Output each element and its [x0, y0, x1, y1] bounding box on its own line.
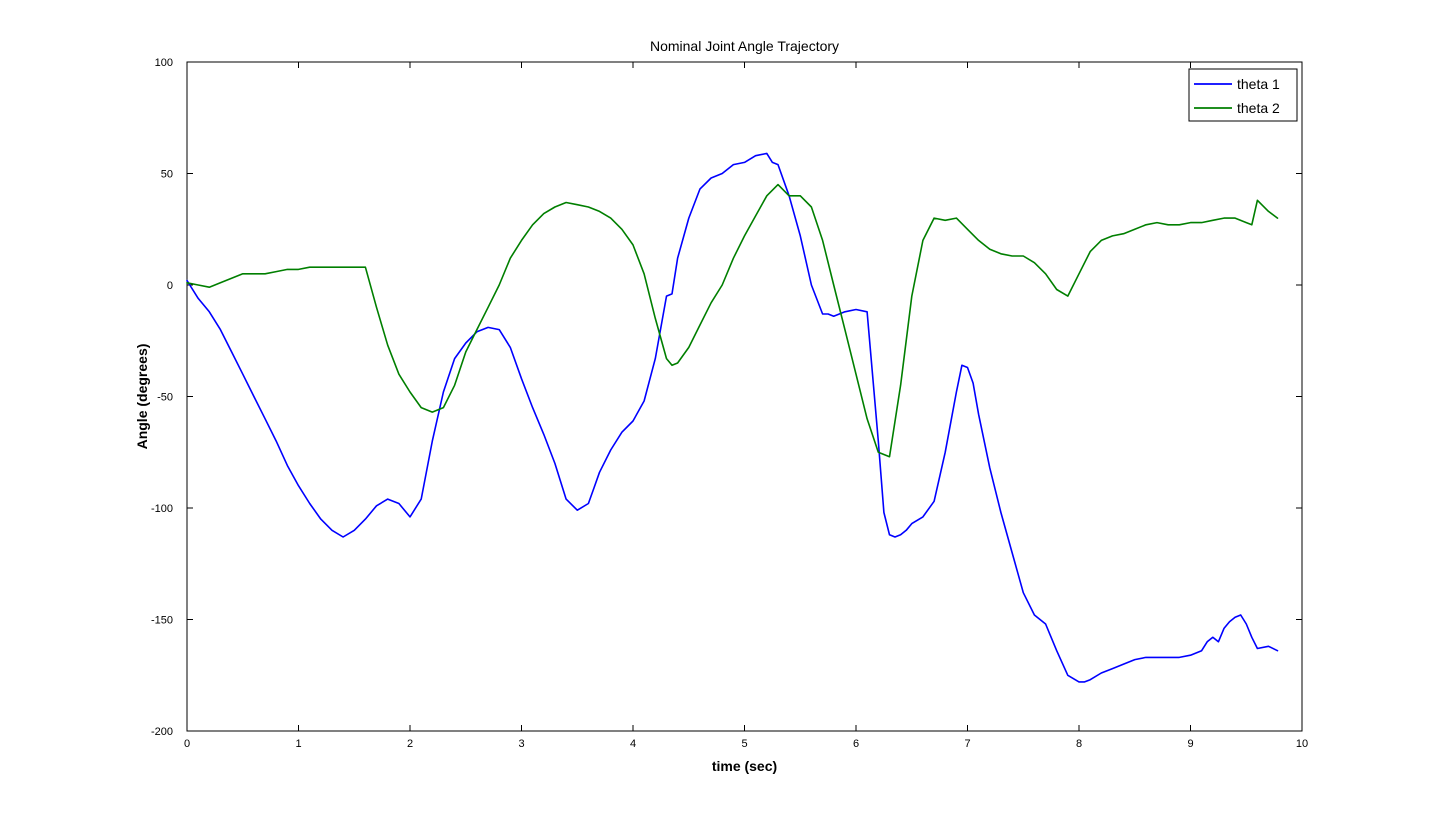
legend-label: theta 2 [1237, 100, 1280, 116]
plot-area [186, 61, 1303, 732]
series-layer [186, 152, 1279, 683]
x-tick-label: 4 [630, 738, 636, 750]
x-tick-label: 0 [184, 738, 190, 750]
legend-label: theta 1 [1237, 76, 1280, 92]
x-tick-label: 8 [1076, 738, 1082, 750]
x-axis-label: time (sec) [712, 758, 777, 774]
x-axis: 0 1 2 3 4 5 6 7 8 9 10 [184, 62, 1308, 750]
x-tick-label: 2 [407, 738, 413, 750]
legend: theta 1 theta 2 [1188, 68, 1298, 122]
x-tick-label: 5 [741, 738, 747, 750]
chart-title: Nominal Joint Angle Trajectory [650, 38, 839, 54]
x-tick-label: 1 [295, 738, 301, 750]
series-line-theta-1 [186, 152, 1279, 683]
y-axis-label: Angle (degrees) [134, 344, 150, 450]
y-axis: -200 -150 -100 -50 0 50 100 [151, 57, 1302, 738]
x-tick-label: 9 [1187, 738, 1193, 750]
x-tick-label: 10 [1296, 738, 1308, 750]
legend-box [1188, 68, 1298, 122]
x-tick-label: 3 [518, 738, 524, 750]
y-tick-label: 100 [155, 57, 173, 69]
y-tick-label: 50 [161, 169, 173, 181]
y-tick-label: -150 [151, 615, 173, 627]
y-tick-label: -100 [151, 503, 173, 515]
series-line-theta-2 [186, 183, 1279, 458]
y-tick-label: 0 [167, 280, 173, 292]
y-tick-label: -200 [151, 726, 173, 738]
x-tick-label: 6 [853, 738, 859, 750]
y-tick-label: -50 [157, 392, 173, 404]
x-tick-label: 7 [964, 738, 970, 750]
